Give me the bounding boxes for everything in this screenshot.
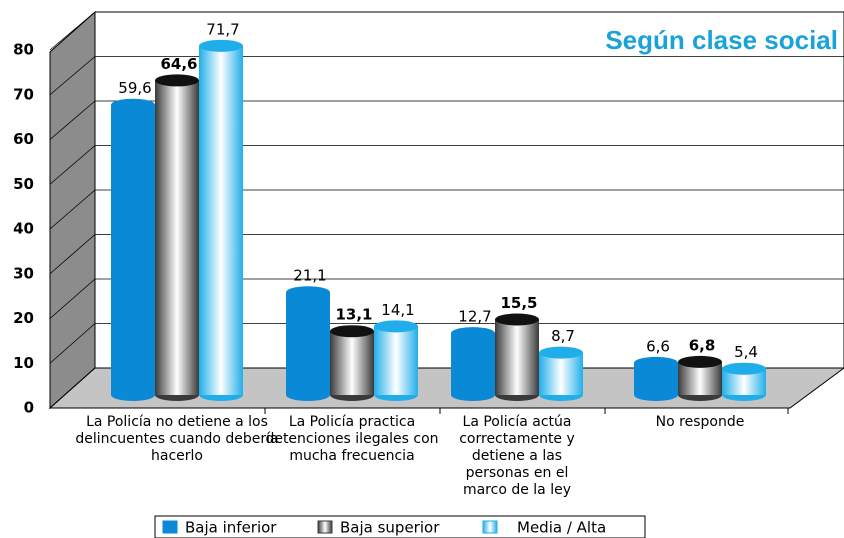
x-tick-label: La Policía actúa correctamente y detiene…	[459, 414, 575, 498]
bar-top	[539, 346, 583, 359]
y-tick-label: 40	[13, 220, 34, 238]
grid-line	[49, 278, 96, 319]
x-tick-label: La Policía no detiene a los delincuentes…	[75, 414, 279, 464]
legend-label: Media / Alta	[517, 519, 606, 537]
legend-swatch	[162, 520, 178, 534]
bar-top	[495, 313, 539, 326]
bar	[451, 333, 495, 395]
bar	[374, 326, 418, 395]
data-label: 6,8	[689, 336, 716, 354]
bar-top	[111, 98, 155, 111]
bar-top	[199, 39, 243, 52]
grid-line	[49, 367, 96, 409]
data-label: 6,6	[646, 337, 670, 355]
legend-label: Baja inferior	[185, 519, 277, 537]
data-label: 12,7	[458, 308, 491, 326]
grid-line	[49, 323, 96, 364]
y-tick-label: 50	[13, 175, 34, 193]
grid-line	[49, 100, 96, 140]
x-tick-label: La Policía practica detenciones ilegales…	[265, 414, 439, 464]
data-label: 8,7	[551, 327, 575, 345]
y-tick-label: 30	[13, 264, 34, 282]
bar	[111, 104, 155, 396]
data-label: 13,1	[335, 306, 372, 324]
bar-top	[451, 327, 495, 340]
bar-top	[374, 320, 418, 333]
bar	[155, 80, 199, 395]
y-tick-label: 0	[24, 399, 34, 417]
grid-line	[49, 56, 96, 96]
data-label: 14,1	[381, 301, 414, 319]
y-tick-label: 20	[13, 309, 34, 327]
legend-swatch	[317, 520, 333, 534]
bar	[330, 331, 374, 395]
data-label: 71,7	[206, 20, 239, 38]
bar-top	[722, 362, 766, 375]
data-label: 64,6	[160, 55, 197, 73]
chart-title: Según clase social	[605, 25, 838, 55]
bar-top	[286, 286, 330, 299]
y-tick-label: 70	[13, 85, 34, 103]
grid-line	[49, 145, 96, 185]
data-label: 59,6	[118, 79, 151, 97]
legend-box	[154, 515, 646, 538]
grid-line	[49, 189, 96, 230]
bar	[286, 292, 330, 395]
bar-top	[155, 74, 199, 87]
data-label: 5,4	[734, 343, 758, 361]
grid-line	[49, 11, 96, 51]
bar-top	[678, 355, 722, 368]
legend-swatch	[482, 520, 498, 534]
y-tick-label: 80	[13, 41, 34, 59]
bar	[495, 319, 539, 395]
bar-top	[634, 356, 678, 369]
legend-label: Baja superior	[340, 519, 440, 537]
bar	[199, 45, 243, 396]
data-label: 15,5	[500, 294, 537, 312]
data-label: 21,1	[293, 267, 326, 285]
grid-line	[49, 234, 96, 275]
y-tick-label: 60	[13, 130, 34, 148]
y-tick-label: 10	[13, 354, 34, 372]
bar	[539, 352, 583, 395]
bar-top	[330, 325, 374, 338]
x-tick-label: No responde	[655, 414, 745, 430]
